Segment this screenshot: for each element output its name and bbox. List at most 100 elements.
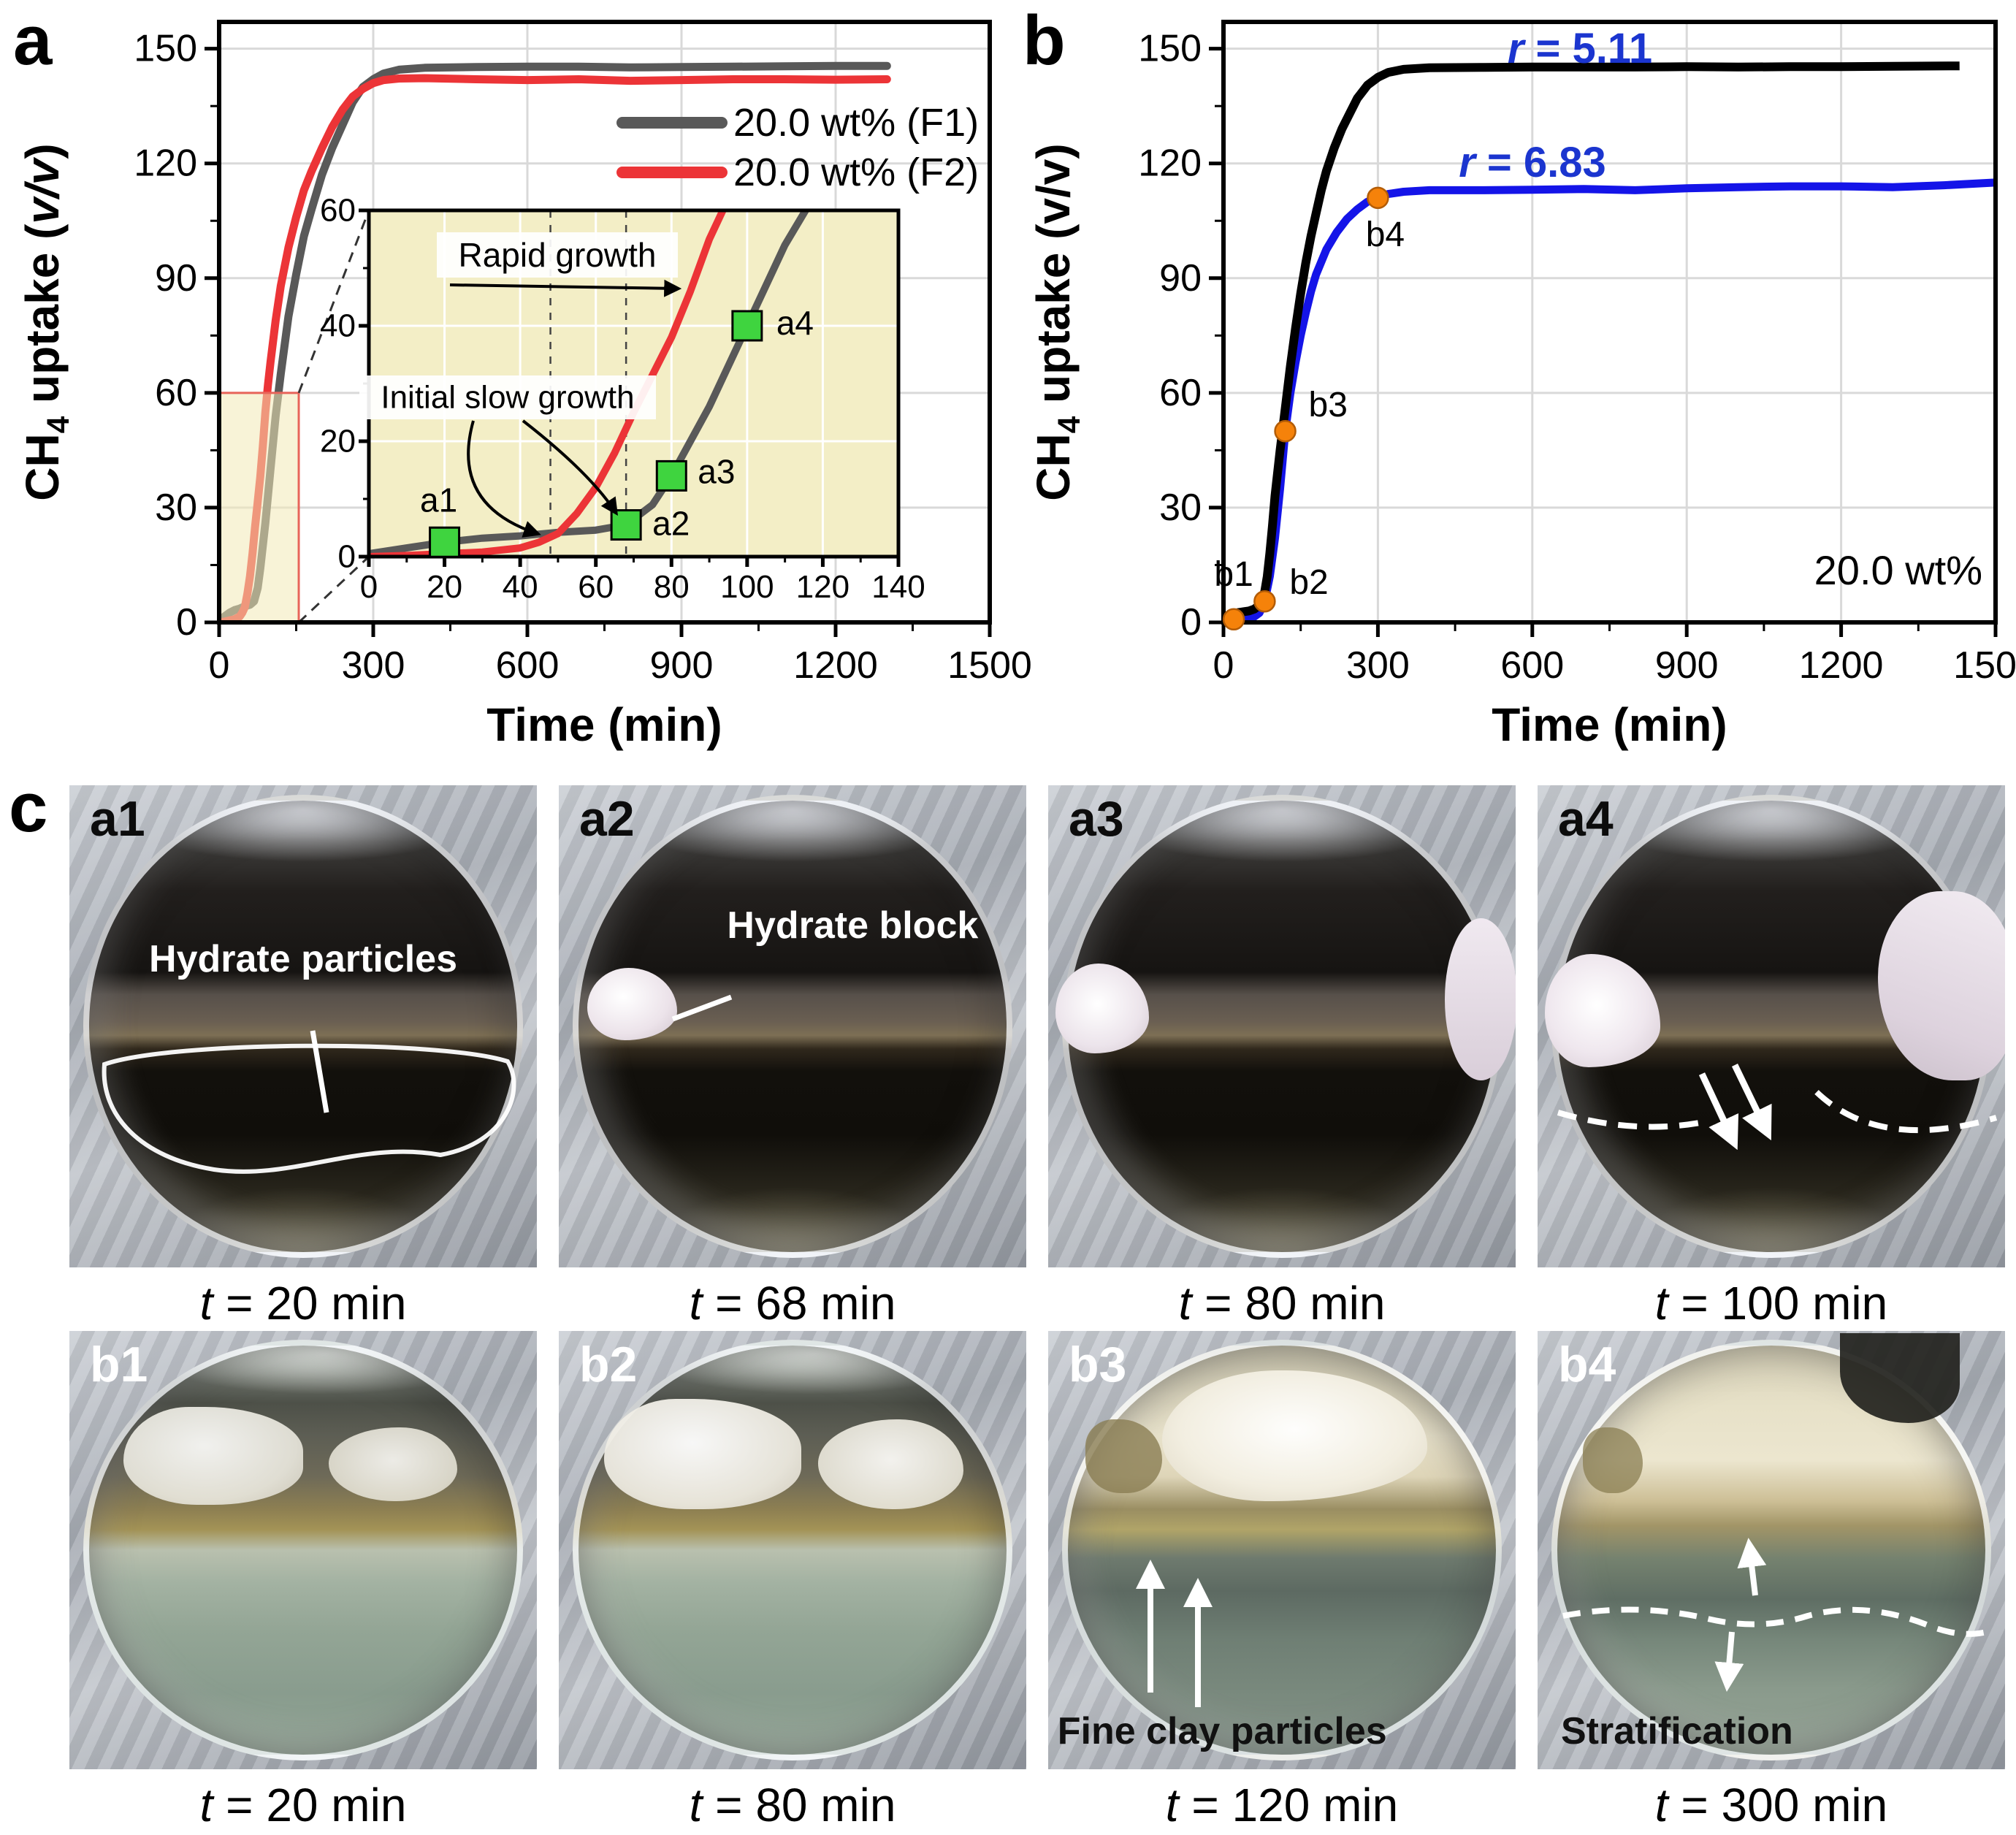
x-tick-label: 900 [650, 644, 714, 687]
x-tick-label: 300 [1346, 644, 1410, 687]
photo-cell-b4: b4 Stratification t = 300 min [1538, 1331, 2005, 1832]
reactor-window [573, 795, 1012, 1258]
photo-label: b2 [579, 1337, 638, 1392]
x-tick-label: 0 [360, 569, 378, 605]
x-axis-label: Time (min) [486, 698, 722, 751]
caption-t-symbol: t [1178, 1277, 1192, 1329]
x-tick-label: 0 [209, 644, 230, 687]
x-tick-label: 20 [427, 569, 462, 605]
y-tick-label: 0 [1180, 601, 1202, 644]
photo-label: b1 [90, 1337, 148, 1392]
caption-t-symbol: t [1654, 1277, 1668, 1329]
caption-time: = 20 min [213, 1779, 407, 1831]
y-tick-label: 60 [155, 372, 197, 414]
photo-caption: t = 20 min [69, 1276, 537, 1330]
migration-dashed-line-left [1557, 1110, 1700, 1130]
y-tick-label: 120 [1138, 142, 1202, 185]
concentration-label: 20.0 wt% [1814, 547, 1982, 593]
y-axis-label: CH4 uptake (v/v) [1027, 143, 1086, 500]
reactor-window [83, 795, 523, 1258]
photo-caption: t = 300 min [1538, 1778, 2005, 1832]
x-tick-label: 140 [871, 569, 925, 605]
downward-arrow [1698, 1072, 1739, 1151]
panel-b-letter: b [1023, 1, 1066, 80]
zoom-highlight-region [218, 392, 300, 624]
y-tick-label: 150 [134, 28, 197, 70]
y-tick-label: 60 [1159, 372, 1202, 414]
reactor-window [1544, 795, 2005, 1258]
x-tick-label: 600 [496, 644, 560, 687]
stage-marker-a4 [731, 310, 763, 342]
caption-time: = 100 min [1668, 1277, 1888, 1329]
x-tick-label: 1500 [947, 644, 1032, 687]
caption-time: = 80 min [702, 1779, 896, 1831]
photo-label: a4 [1558, 791, 1614, 847]
annotation-arrow [449, 279, 682, 297]
reactor-window [1062, 1340, 1502, 1760]
downward-arrow [1731, 1064, 1772, 1141]
stage-marker-label-b2: b2 [1289, 563, 1328, 602]
annotation-pointer-line [310, 1030, 329, 1113]
x-tick-label: 120 [796, 569, 849, 605]
migration-dashed-line-right [1814, 1090, 1998, 1134]
y-tick-label: 120 [134, 142, 197, 185]
y-tick-label: 40 [320, 308, 356, 344]
y-tick-label: 90 [1159, 257, 1202, 300]
photo-cell-b1: b1 t = 20 min [69, 1331, 537, 1832]
caption-time: = 120 min [1178, 1779, 1399, 1831]
panel-c-letter: c [9, 768, 48, 847]
caption-t-symbol: t [1654, 1779, 1668, 1831]
photo-b2: b2 [559, 1331, 1026, 1769]
stage-marker-label-a3: a3 [698, 452, 735, 490]
y-tick-label: 60 [320, 193, 356, 229]
chart-panel-b: 0 300 600 900 1200 1500 0 30 60 90 120 150 Time (min… [1027, 20, 2016, 751]
stage-marker-label-a2: a2 [652, 505, 690, 543]
y-tick-label: 0 [176, 601, 197, 644]
photo-b1: b1 [69, 1331, 537, 1769]
caption-time: = 80 min [1191, 1277, 1386, 1329]
caption-time: = 20 min [213, 1277, 407, 1329]
stage-marker-label-a4: a4 [776, 304, 814, 342]
photo-b4: b4 Stratification [1538, 1331, 2005, 1769]
stage-marker-label-b1: b1 [1214, 555, 1253, 594]
photo-caption: t = 80 min [559, 1778, 1026, 1832]
upward-arrow [1737, 1538, 1767, 1596]
photo-a4-overlay [1557, 1064, 1998, 1151]
x-tick-label: 1500 [1953, 644, 2016, 687]
stage-marker-label-b3: b3 [1309, 386, 1348, 424]
plot-frame [1221, 20, 1998, 625]
zoom-connector-bottom [297, 555, 370, 624]
annotation-box [359, 375, 656, 419]
x-axis-label: Time (min) [1492, 698, 1727, 751]
photo-b3-overlay [1136, 1560, 1213, 1707]
photo-a2: a2 Hydrate block [559, 785, 1026, 1267]
photo-label: b4 [1558, 1337, 1616, 1392]
stage-marker-label-b4: b4 [1366, 215, 1405, 254]
annotation-rapid-growth: Rapid growth [458, 236, 656, 274]
reactor-window [1055, 795, 1516, 1258]
stage-marker-a2 [610, 509, 642, 541]
annotation-initial-slow-growth: Initial slow growth [381, 380, 634, 416]
inset-series-curve-2 [369, 210, 728, 557]
caption-t-symbol: t [199, 1779, 213, 1831]
annotation-box [437, 232, 678, 278]
x-tick-label: 900 [1655, 644, 1719, 687]
stage-marker-b1 [1222, 608, 1245, 631]
x-tick-label: 60 [578, 569, 614, 605]
y-axis-label: CH4 uptake (v/v) [16, 143, 75, 500]
y-tick-label: 30 [1159, 487, 1202, 529]
downward-arrow [1714, 1631, 1744, 1692]
stage-marker-b3 [1274, 419, 1297, 443]
photo-label: a2 [579, 791, 635, 847]
y-tick-label: 150 [1138, 28, 1202, 70]
x-tick-label: 40 [503, 569, 538, 605]
caption-t-symbol: t [689, 1779, 703, 1831]
x-tick-label: 1200 [793, 644, 878, 687]
photo-caption: t = 80 min [1048, 1276, 1516, 1330]
photo-label: a1 [90, 791, 145, 847]
photo-a2-overlay [671, 994, 733, 1022]
photo-annotation: Hydrate block [727, 904, 979, 947]
photo-cell-a2: a2 Hydrate block t = 68 min [559, 785, 1026, 1330]
stage-marker-label-a1: a1 [420, 481, 457, 519]
